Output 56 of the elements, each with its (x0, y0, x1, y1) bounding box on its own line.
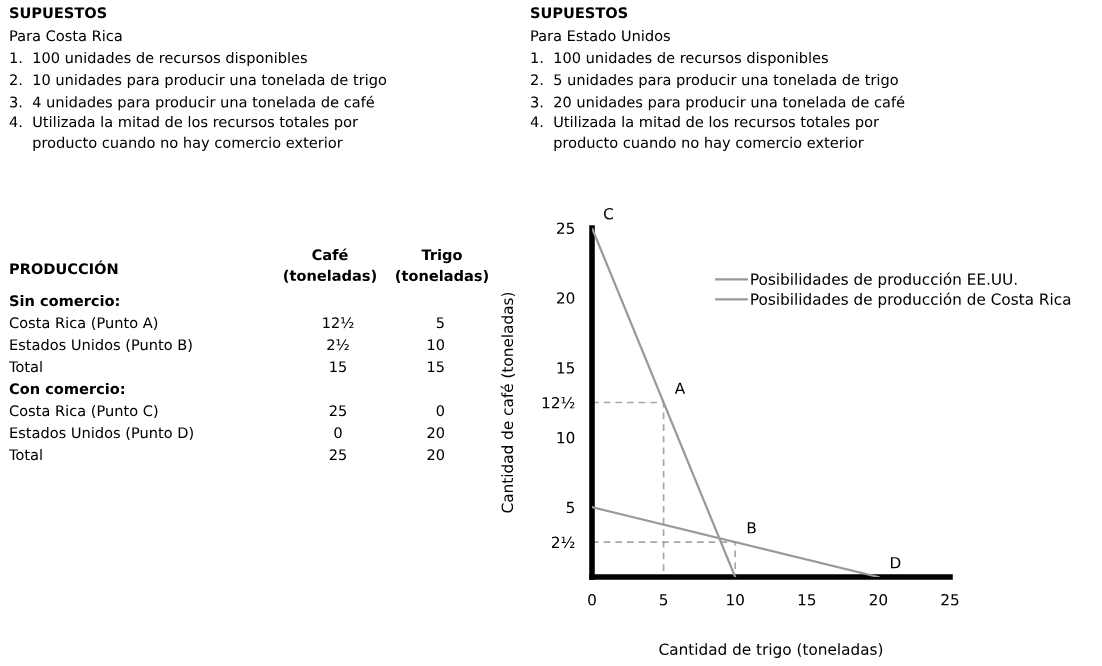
annotation: C (603, 207, 613, 220)
y-tick-label: 20 (557, 292, 575, 304)
text: 25 (329, 449, 346, 461)
x-tick-label: 10 (727, 593, 744, 606)
text: SUPUESTOS (531, 7, 628, 19)
text: 4. Utilizada la mitad de los recursos totales por producto cuando no hay comercio exterior (9, 116, 359, 151)
x-tick-label: 0 (588, 593, 596, 606)
x-tick-label: 15 (798, 594, 816, 606)
text: 15 (330, 361, 346, 373)
text: 5 (436, 317, 444, 329)
text: 0 (334, 427, 342, 439)
y-tick-label: 2½ (551, 536, 575, 549)
text: SUPUESTOS (10, 7, 107, 19)
text: Costa Rica (Punto C) (9, 404, 158, 418)
text: 1. 100 unidades de recursos disponibles (10, 51, 307, 67)
legend-label: Posibilidades de producción de Costa Rica (751, 292, 1071, 308)
y-tick-label: 12½ (542, 396, 575, 409)
annotation: B (747, 522, 756, 534)
text: 2½ (327, 339, 349, 351)
text: 25 (329, 405, 346, 417)
text: 3. 4 unidades para producir una tonelada de café (10, 95, 374, 111)
x-tick-label: 5 (659, 594, 668, 606)
text: 20 (427, 427, 445, 439)
text: 10 (428, 339, 445, 351)
x-axis-title: Cantidad de trigo (toneladas) (659, 643, 883, 658)
text: PRODUCCIÓN (10, 260, 118, 275)
text: 1. 100 unidades de recursos disponibles (531, 51, 828, 67)
annotation: D (891, 557, 901, 569)
text: Para Estado Unidos (531, 29, 670, 42)
text: 12½ (323, 317, 354, 329)
text: 3. 20 unidades para producir una tonelada de café (531, 95, 905, 111)
text: Estados Unidos (Punto D) (10, 426, 193, 440)
text: Con comercio: (9, 382, 124, 395)
text: Total (8, 360, 42, 373)
text: 2. 10 unidades para producir una tonelada de trigo (10, 73, 387, 89)
y-tick-label: 5 (566, 501, 574, 514)
legend-label: Posibilidades de producción EE.UU. (751, 272, 1017, 288)
annotation: A (674, 382, 686, 394)
y-tick-label: 15 (557, 362, 574, 374)
y-tick-label: 10 (557, 431, 575, 444)
text: Costa Rica (Punto A) (9, 316, 158, 330)
x-tick-label: 20 (869, 593, 888, 606)
y-tick-label: 25 (557, 222, 574, 235)
y-axis-title: Cantidad de café (toneladas) (500, 292, 515, 513)
x-tick-label: 25 (941, 593, 959, 606)
text: Café (toneladas) (284, 248, 376, 283)
text: 2. 5 unidades para producir una tonelada de trigo (531, 73, 898, 89)
text: Para Costa Rica (10, 29, 122, 42)
text: 15 (428, 361, 444, 373)
text: Estados Unidos (Punto B) (10, 338, 192, 352)
text: Total (8, 448, 42, 461)
text: 20 (427, 449, 445, 461)
text: 0 (436, 405, 445, 417)
text: Sin comercio: (10, 294, 119, 307)
text: 4. Utilizada la mitad de los recursos totales por producto cuando no hay comercio exterior (530, 116, 880, 151)
text: Trigo (toneladas) (396, 249, 488, 283)
